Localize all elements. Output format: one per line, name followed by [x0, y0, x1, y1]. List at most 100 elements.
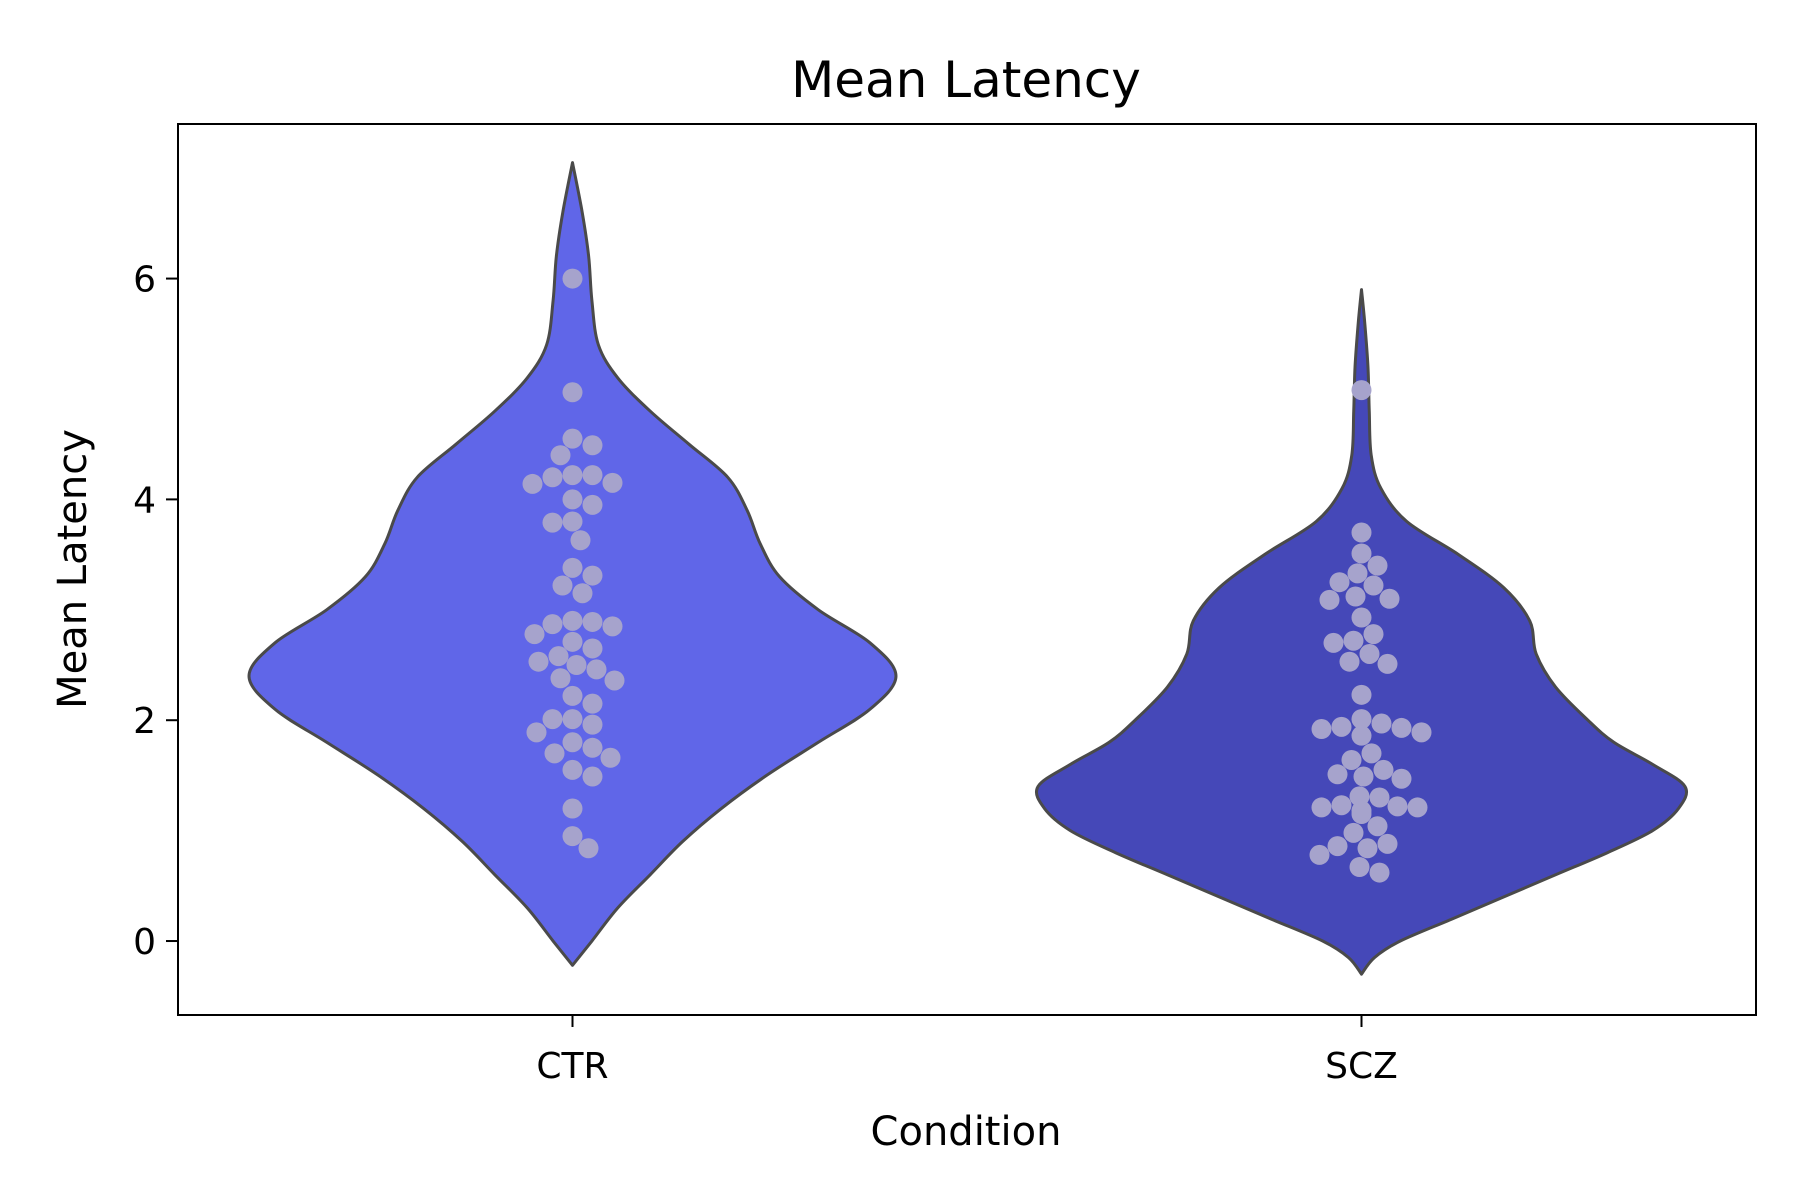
data-point-ctr [582, 611, 603, 632]
data-point-scz [1391, 717, 1412, 738]
data-point-scz [1351, 607, 1372, 628]
data-point-ctr [562, 465, 583, 486]
data-point-ctr [582, 766, 603, 787]
data-point-scz [1311, 797, 1332, 818]
data-point-ctr [562, 826, 583, 847]
data-point-scz [1351, 522, 1372, 543]
data-point-ctr [548, 646, 569, 667]
data-point-scz [1391, 768, 1412, 789]
data-point-scz [1351, 709, 1372, 730]
data-point-scz [1377, 833, 1398, 854]
data-point-scz [1329, 572, 1350, 593]
x-tick-label-ctr: CTR [536, 1046, 608, 1087]
data-point-ctr [582, 638, 603, 659]
data-point-scz [1373, 759, 1394, 780]
data-point-ctr [562, 610, 583, 631]
data-point-scz [1407, 797, 1428, 818]
data-point-ctr [542, 709, 563, 730]
data-point-ctr [524, 624, 545, 645]
data-point-ctr [602, 616, 623, 637]
data-point-scz [1367, 816, 1388, 837]
data-point-scz [1341, 749, 1362, 770]
data-point-scz [1377, 653, 1398, 674]
data-point-scz [1351, 684, 1372, 705]
data-point-ctr [562, 511, 583, 532]
data-point-ctr [522, 473, 543, 494]
data-point-ctr [550, 668, 571, 689]
data-point-scz [1361, 743, 1382, 764]
data-point-ctr [582, 693, 603, 714]
data-point-scz [1351, 543, 1372, 564]
data-point-ctr [582, 737, 603, 758]
data-point-ctr [570, 530, 591, 551]
data-point-ctr [604, 670, 625, 691]
data-point-ctr [572, 583, 593, 604]
data-point-ctr [562, 428, 583, 449]
data-point-ctr [544, 743, 565, 764]
y-tick-label: 4 [133, 480, 156, 521]
data-point-scz [1323, 632, 1344, 653]
data-point-scz [1369, 787, 1390, 808]
data-point-ctr [550, 445, 571, 466]
y-axis-label: Mean Latency [50, 429, 96, 709]
data-point-ctr [562, 382, 583, 403]
x-axis-label: Condition [871, 1109, 1062, 1155]
data-point-ctr [600, 747, 621, 768]
data-point-scz [1363, 575, 1384, 596]
data-point-scz [1351, 804, 1372, 825]
data-point-ctr [582, 465, 603, 486]
data-point-scz [1387, 796, 1408, 817]
data-point-ctr [562, 685, 583, 706]
data-point-ctr [562, 631, 583, 652]
data-point-ctr [582, 494, 603, 515]
data-point-ctr [562, 557, 583, 578]
data-point-ctr [582, 565, 603, 586]
data-point-scz [1327, 836, 1348, 857]
data-point-scz [1353, 766, 1374, 787]
plot-frame [177, 123, 1757, 1016]
data-point-scz [1309, 844, 1330, 865]
y-tick-label: 0 [133, 922, 156, 963]
data-point-scz [1343, 822, 1364, 843]
data-point-ctr [562, 759, 583, 780]
data-point-ctr [582, 435, 603, 456]
data-point-scz [1363, 624, 1384, 645]
data-point-scz [1331, 716, 1352, 737]
data-point-ctr [528, 651, 549, 672]
chart-title: Mean Latency [791, 51, 1141, 109]
data-point-ctr [562, 268, 583, 289]
data-point-ctr [542, 614, 563, 635]
data-point-scz [1371, 713, 1392, 734]
data-point-ctr [562, 489, 583, 510]
data-point-scz [1345, 586, 1366, 607]
data-point-scz [1327, 764, 1348, 785]
data-point-scz [1347, 563, 1368, 584]
data-point-ctr [542, 467, 563, 488]
violins-layer [247, 161, 1689, 976]
data-point-scz [1339, 651, 1360, 672]
data-point-ctr [562, 732, 583, 753]
data-point-scz [1311, 719, 1332, 740]
data-point-scz [1379, 588, 1400, 609]
data-point-scz [1351, 380, 1372, 401]
data-point-ctr [586, 659, 607, 680]
violin-scz [1034, 288, 1689, 976]
data-point-scz [1357, 838, 1378, 859]
data-point-ctr [602, 472, 623, 493]
data-point-scz [1359, 643, 1380, 664]
data-point-ctr [566, 655, 587, 676]
y-tick-label: 6 [133, 260, 156, 301]
data-point-scz [1351, 725, 1372, 746]
x-axis: CTR SCZ [536, 1015, 1398, 1087]
x-tick-label-scz: SCZ [1325, 1046, 1398, 1087]
data-point-ctr [526, 722, 547, 743]
data-point-scz [1319, 589, 1340, 610]
data-point-ctr [552, 575, 573, 596]
data-point-scz [1411, 722, 1432, 743]
data-point-ctr [562, 709, 583, 730]
data-point-scz [1331, 795, 1352, 816]
data-point-ctr [562, 798, 583, 819]
data-point-scz [1349, 857, 1370, 878]
data-point-scz [1369, 862, 1390, 883]
